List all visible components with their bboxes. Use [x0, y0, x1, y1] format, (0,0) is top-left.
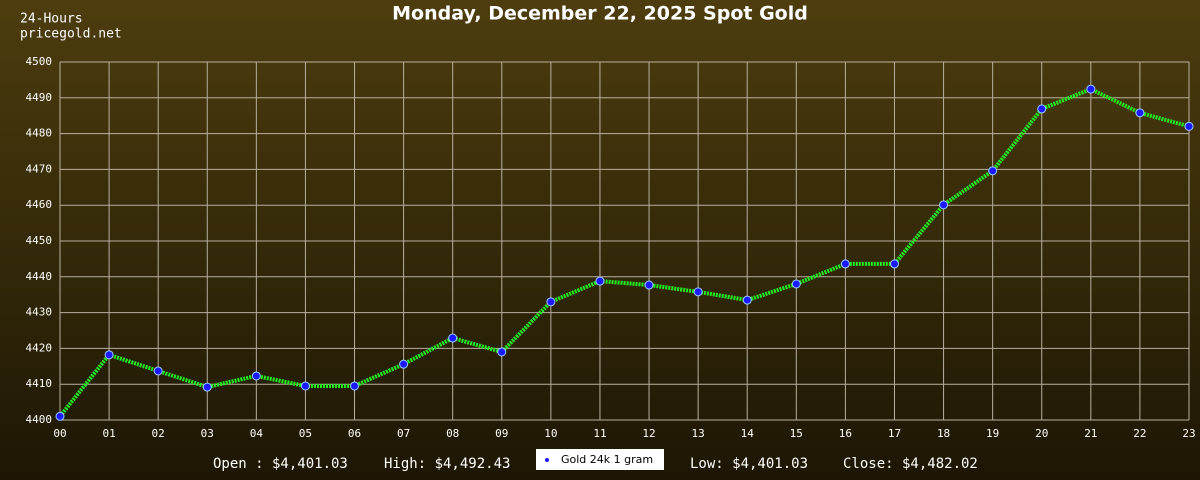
- series-line: [58, 86, 1190, 418]
- x-tick-label: 08: [446, 427, 459, 440]
- y-tick-label: 4400: [26, 413, 53, 426]
- y-tick-label: 4480: [26, 127, 53, 140]
- y-tick-label: 4460: [26, 198, 53, 211]
- x-tick-label: 10: [544, 427, 557, 440]
- x-tick-label: 21: [1084, 427, 1097, 440]
- point: [889, 259, 899, 269]
- x-tick-label: 22: [1133, 427, 1146, 440]
- summary-open: Open : $4,401.03: [213, 456, 348, 472]
- point: [251, 371, 261, 381]
- point: [104, 350, 114, 360]
- y-tick-label: 4450: [26, 234, 53, 247]
- point: [1135, 108, 1145, 118]
- x-tick-label: 06: [348, 427, 361, 440]
- point: [55, 411, 65, 421]
- y-tick-label: 4430: [26, 306, 53, 319]
- point: [1037, 104, 1047, 114]
- point: [202, 382, 212, 392]
- point: [791, 279, 801, 289]
- x-tick-label: 18: [937, 427, 950, 440]
- x-tick-label: 09: [495, 427, 508, 440]
- point: [742, 295, 752, 305]
- point: [300, 381, 310, 391]
- x-tick-label: 04: [250, 427, 264, 440]
- point: [840, 259, 850, 269]
- x-tick-label: 03: [201, 427, 214, 440]
- point: [595, 276, 605, 286]
- y-tick-label: 4410: [26, 377, 53, 390]
- point: [644, 280, 654, 290]
- point: [988, 166, 998, 176]
- corner-label: 24-Hours: [20, 12, 83, 27]
- x-tick-label: 13: [692, 427, 705, 440]
- x-tick-label: 12: [642, 427, 655, 440]
- x-tick-label: 17: [888, 427, 901, 440]
- x-tick-label: 16: [839, 427, 852, 440]
- x-tick-label: 11: [593, 427, 606, 440]
- point: [1184, 121, 1194, 131]
- legend-label: Gold 24k 1 gram: [561, 453, 653, 466]
- x-tick-label: 07: [397, 427, 410, 440]
- x-tick-label: 14: [741, 427, 755, 440]
- y-tick-label: 4440: [26, 270, 53, 283]
- point: [497, 347, 507, 357]
- x-tick-label: 05: [299, 427, 312, 440]
- legend-marker: [545, 458, 549, 462]
- chart-title: Monday, December 22, 2025 Spot Gold: [392, 3, 808, 25]
- y-tick-label: 4490: [26, 91, 53, 104]
- point: [1086, 84, 1096, 94]
- point: [546, 297, 556, 307]
- point: [448, 333, 458, 343]
- x-tick-label: 00: [53, 427, 66, 440]
- point: [153, 366, 163, 376]
- x-tick-label: 01: [102, 427, 115, 440]
- x-tick-label: 15: [790, 427, 803, 440]
- y-tick-label: 4420: [26, 341, 53, 354]
- summary-high: High: $4,492.43: [384, 456, 510, 472]
- x-tick-label: 23: [1182, 427, 1195, 440]
- x-tick-label: 20: [1035, 427, 1048, 440]
- x-tick-label: 19: [986, 427, 999, 440]
- point: [399, 359, 409, 369]
- y-tick-label: 4500: [26, 55, 53, 68]
- point: [939, 200, 949, 210]
- point: [350, 381, 360, 391]
- corner-label: pricegold.net: [20, 27, 122, 42]
- summary-low: Low: $4,401.03: [690, 456, 808, 472]
- summary-close: Close: $4,482.02: [843, 456, 978, 472]
- y-tick-label: 4470: [26, 162, 53, 175]
- point: [693, 287, 703, 297]
- legend: [536, 449, 664, 470]
- x-tick-label: 02: [152, 427, 165, 440]
